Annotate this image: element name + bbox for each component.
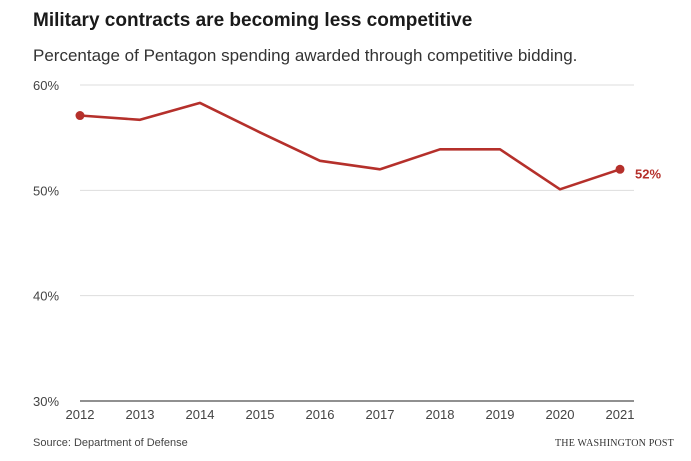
x-tick-label: 2015: [246, 407, 275, 422]
x-tick-label: 2018: [426, 407, 455, 422]
x-tick-label: 2021: [606, 407, 635, 422]
y-axis-labels: 30% 40% 50% 60%: [33, 78, 59, 409]
endpoint-marker: [615, 164, 625, 174]
x-tick-label: 2017: [366, 407, 395, 422]
y-tick-label: 40%: [33, 289, 59, 304]
x-tick-label: 2020: [546, 407, 575, 422]
y-tick-label: 30%: [33, 394, 59, 409]
x-tick-label: 2014: [186, 407, 215, 422]
end-value-label: 52%: [635, 166, 661, 181]
chart-title: Military contracts are becoming less com…: [33, 10, 473, 31]
y-tick-label: 50%: [33, 183, 59, 198]
x-tick-label: 2019: [486, 407, 515, 422]
markers: [75, 111, 625, 174]
endpoint-marker: [75, 111, 85, 121]
x-tick-label: 2013: [126, 407, 155, 422]
series-group: [78, 101, 622, 191]
series-line: [78, 101, 622, 191]
y-tick-label: 60%: [33, 78, 59, 93]
x-axis-labels: 2012 2013 2014 2015 2016 2017 2018 2019 2020 2021: [66, 407, 635, 422]
x-tick-label: 2016: [306, 407, 335, 422]
publisher-credit: THE WASHINGTON POST: [555, 438, 674, 449]
gridlines: [80, 84, 634, 402]
chart-subtitle: Percentage of Pentagon spending awarded …: [33, 46, 578, 65]
x-tick-label: 2012: [66, 407, 95, 422]
source-note: Source: Department of Defense: [33, 437, 188, 449]
